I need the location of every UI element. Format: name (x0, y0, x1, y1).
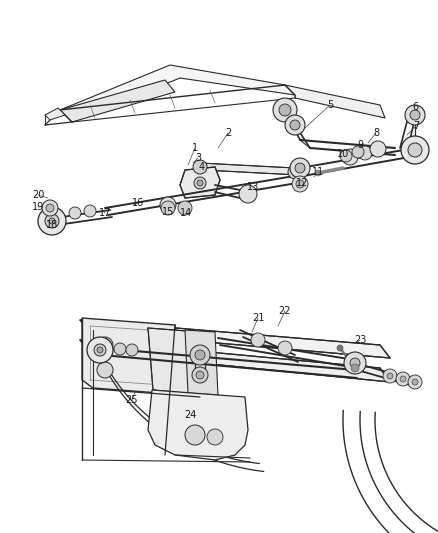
Circle shape (194, 350, 205, 360)
Polygon shape (148, 390, 247, 460)
Text: 8: 8 (372, 128, 378, 138)
Polygon shape (80, 340, 389, 382)
Circle shape (84, 205, 96, 217)
Text: 23: 23 (353, 335, 365, 345)
Circle shape (251, 333, 265, 347)
Circle shape (193, 160, 207, 174)
Circle shape (314, 170, 320, 176)
Circle shape (407, 375, 421, 389)
Circle shape (194, 177, 205, 189)
Circle shape (272, 98, 297, 122)
Circle shape (114, 343, 126, 355)
Text: 24: 24 (184, 410, 196, 420)
Circle shape (382, 369, 396, 383)
Polygon shape (180, 167, 219, 198)
Circle shape (49, 218, 55, 224)
Circle shape (341, 149, 357, 165)
Circle shape (349, 358, 359, 368)
Text: 2: 2 (224, 128, 230, 138)
Circle shape (69, 207, 81, 219)
Circle shape (369, 141, 385, 157)
Circle shape (339, 150, 351, 162)
Text: 7: 7 (412, 121, 418, 131)
Circle shape (126, 344, 138, 356)
Text: 14: 14 (180, 208, 192, 218)
Polygon shape (148, 328, 205, 395)
Circle shape (97, 347, 103, 353)
Circle shape (94, 344, 106, 356)
Circle shape (184, 425, 205, 445)
Polygon shape (60, 65, 294, 122)
Circle shape (191, 367, 208, 383)
Circle shape (207, 429, 223, 445)
Circle shape (336, 345, 342, 351)
Circle shape (395, 372, 409, 386)
Circle shape (97, 337, 113, 353)
Circle shape (42, 200, 58, 216)
Text: 21: 21 (251, 313, 264, 323)
Circle shape (46, 204, 54, 212)
Text: 11: 11 (311, 167, 323, 177)
Circle shape (290, 120, 299, 130)
Text: 5: 5 (326, 100, 332, 110)
Polygon shape (45, 108, 65, 120)
Circle shape (161, 201, 175, 215)
Circle shape (279, 104, 290, 116)
Circle shape (277, 341, 291, 355)
Circle shape (287, 165, 301, 179)
Circle shape (350, 364, 358, 372)
Text: 18: 18 (46, 220, 58, 230)
Text: 1: 1 (191, 143, 198, 153)
Circle shape (357, 146, 371, 160)
Polygon shape (200, 163, 297, 175)
Circle shape (97, 362, 113, 378)
Circle shape (404, 105, 424, 125)
Text: 15: 15 (162, 207, 174, 217)
Polygon shape (284, 85, 384, 118)
Circle shape (411, 379, 417, 385)
Text: 10: 10 (336, 149, 348, 159)
Circle shape (38, 207, 66, 235)
Polygon shape (82, 318, 184, 395)
Polygon shape (184, 330, 218, 395)
Circle shape (409, 110, 419, 120)
Text: 12: 12 (295, 178, 307, 188)
Circle shape (399, 376, 405, 382)
Circle shape (195, 371, 204, 379)
Text: 16: 16 (131, 198, 144, 208)
Polygon shape (80, 320, 389, 358)
Polygon shape (60, 80, 175, 122)
Circle shape (290, 158, 309, 178)
Text: 4: 4 (198, 162, 205, 172)
Text: 17: 17 (99, 208, 111, 218)
Text: 19: 19 (32, 202, 44, 212)
Circle shape (238, 185, 256, 203)
Circle shape (386, 373, 392, 379)
Circle shape (295, 180, 303, 188)
Circle shape (159, 197, 176, 213)
Text: 3: 3 (194, 153, 201, 163)
Text: 20: 20 (32, 190, 44, 200)
Circle shape (197, 180, 202, 186)
Circle shape (407, 143, 421, 157)
Circle shape (190, 345, 209, 365)
Text: 22: 22 (278, 306, 290, 316)
Circle shape (351, 146, 363, 158)
Text: 6: 6 (411, 102, 417, 112)
Circle shape (343, 352, 365, 374)
Text: 13: 13 (246, 182, 258, 192)
Circle shape (400, 136, 428, 164)
Text: 25: 25 (125, 395, 138, 405)
Text: 9: 9 (356, 140, 362, 150)
Circle shape (294, 163, 304, 173)
Circle shape (45, 214, 59, 228)
Circle shape (177, 201, 191, 215)
Circle shape (87, 337, 113, 363)
Circle shape (291, 176, 307, 192)
Circle shape (284, 115, 304, 135)
